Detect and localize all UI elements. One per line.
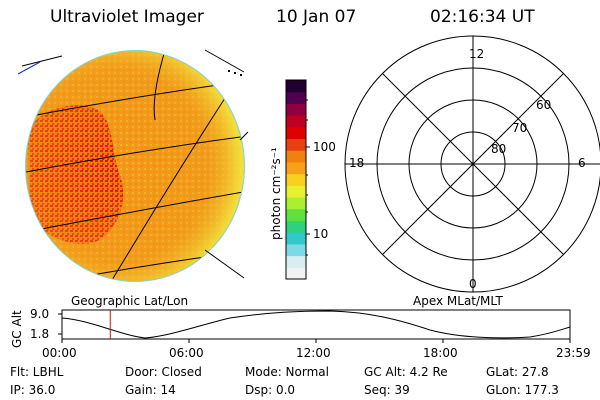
status-gain: Gain: 14 [125, 383, 176, 397]
colorbar-segment [286, 220, 306, 233]
colorbar-segment [286, 161, 306, 175]
mlt-18-label: 18 [349, 156, 365, 170]
status-door: Door: Closed [125, 365, 202, 379]
time-tick-4: 23:59 [556, 346, 591, 360]
uv-image-disk [17, 49, 249, 282]
status-dsp: Dsp: 0.0 [245, 383, 296, 397]
lat-80-label: 80 [491, 142, 507, 156]
colorbar-segment [286, 138, 306, 151]
colorbar-segment [286, 80, 306, 93]
status-ip: IP: 36.0 [10, 383, 56, 397]
mlt-0-label: 0 [469, 277, 477, 291]
colorbar-frame [285, 79, 307, 280]
colorbar-segment [286, 255, 306, 268]
mlt-6-label: 6 [578, 156, 586, 170]
colorbar-segment [286, 232, 306, 245]
status-glon: GLon: 177.3 [486, 383, 559, 397]
status-gc-alt: GC Alt: 4.2 Re [364, 365, 448, 379]
geographic-panel-label: Geographic Lat/Lon [71, 294, 189, 308]
status-glat: GLat: 27.8 [486, 365, 549, 379]
colorbar-segment [286, 243, 306, 257]
mlt-12-label: 12 [469, 47, 485, 61]
apex-panel-label: Apex MLat/MLT [413, 294, 503, 308]
instrument-title: Ultraviolet Imager [50, 7, 204, 27]
colorbar-segment [286, 173, 306, 186]
status-mode: Mode: Normal [245, 365, 329, 379]
colorbar [286, 80, 306, 280]
alt-tick-top: 9.0 [30, 307, 50, 321]
colorbar-segment [286, 267, 306, 280]
colorbar-ticks [306, 99, 310, 256]
colorbar-segment [286, 150, 306, 163]
alt-tick-bottom: 1.8 [30, 327, 50, 341]
status-seq: Seq: 39 [364, 383, 410, 397]
lat-70-label: 70 [512, 121, 528, 135]
colorbar-segment [286, 115, 306, 128]
colorbar-segment [286, 126, 306, 140]
time-label: 02:16:34 UT [430, 7, 535, 27]
lat-60-label: 60 [536, 98, 552, 112]
time-tick-0: 00:00 [42, 346, 77, 360]
colorbar-segment [286, 208, 306, 221]
colorbar-segment [286, 103, 306, 116]
altitude-plot [58, 309, 571, 343]
status-filter: Flt: LBHL [10, 365, 64, 379]
colorbar-segment [286, 197, 306, 210]
colorbar-segment [286, 91, 306, 104]
colorbar-tick-10: 10 [313, 227, 329, 241]
polar-plot [344, 35, 600, 293]
colorbar-unit-label: photon cm⁻²s⁻¹ [269, 147, 283, 240]
time-tick-2: 12:00 [296, 346, 331, 360]
time-tick-3: 18:00 [423, 346, 458, 360]
gc-alt-axis-label: GC Alt [10, 310, 24, 348]
date-label: 10 Jan 07 [276, 7, 357, 27]
colorbar-tick-100: 100 [313, 140, 336, 154]
time-tick-1: 06:00 [169, 346, 204, 360]
colorbar-segment [286, 185, 306, 198]
